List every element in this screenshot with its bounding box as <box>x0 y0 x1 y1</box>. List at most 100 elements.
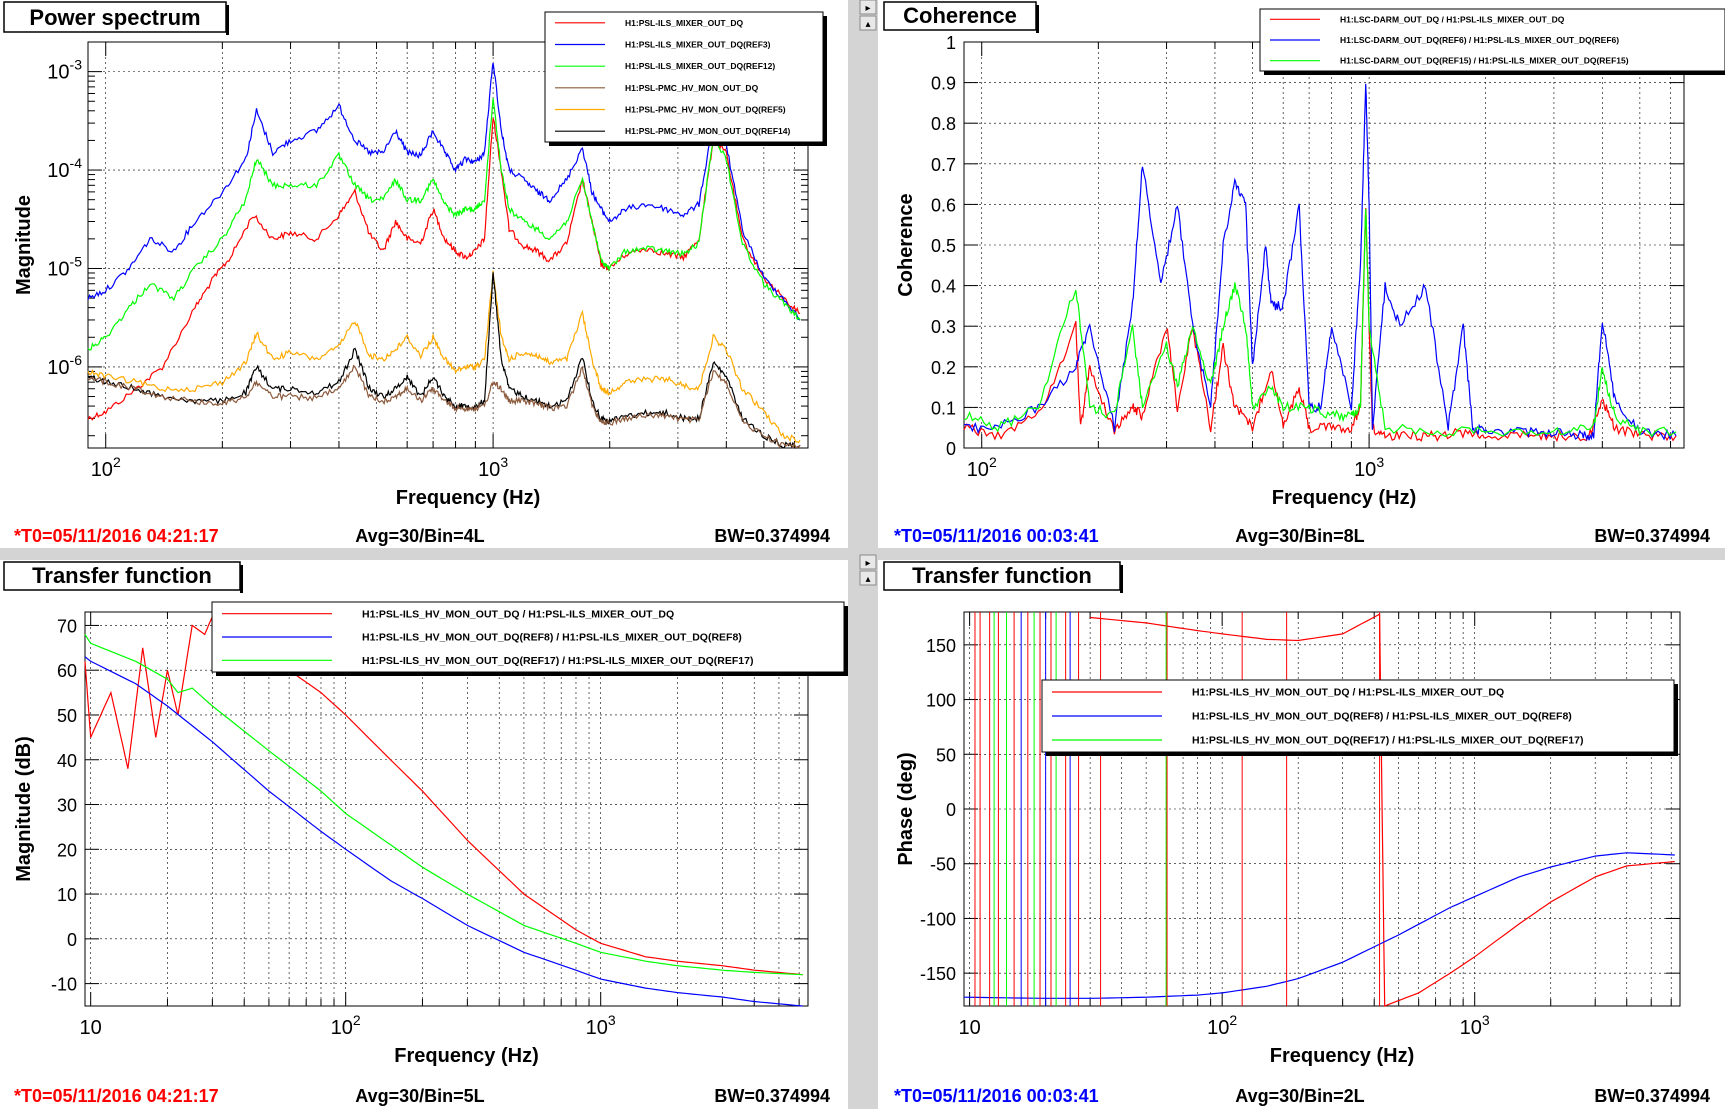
series-line <box>87 98 801 351</box>
panel-title: Transfer function <box>32 563 212 588</box>
tick-label: 10 <box>57 885 77 905</box>
tick-label: 1 <box>946 33 956 53</box>
tick-label: 0 <box>946 439 956 459</box>
legend <box>544 11 824 143</box>
scroll-arrow-button[interactable]: ▸ <box>859 0 877 15</box>
tick-label: -10 <box>51 975 77 995</box>
tick-label: 0 <box>946 800 956 820</box>
legend-label: H1:PSL-ILS_HV_MON_OUT_DQ / H1:PSL-ILS_MI… <box>1192 687 1504 699</box>
tick-label: 0.7 <box>931 155 956 175</box>
chart-panel-power-spectrum: Power spectrum 102 103 10-6 10-5 10-4 10-3 Freq… <box>3 1 830 546</box>
tick-label: 50 <box>936 745 956 765</box>
scroll-arrow-button[interactable]: ▴ <box>859 570 877 586</box>
series-line <box>87 270 801 444</box>
chart-panel-tf-phase: Transfer function 10 102 103 -150 -100 -50 0 50 1… <box>883 561 1710 1106</box>
svg-text:▴: ▴ <box>865 574 870 585</box>
panel-title-box <box>883 561 1121 591</box>
panel-title-box <box>3 561 241 591</box>
legend-label: H1:PSL-ILS_MIXER_OUT_DQ <box>625 18 743 28</box>
legend-label: H1:PSL-ILS_HV_MON_OUT_DQ / H1:PSL-ILS_MI… <box>362 608 674 620</box>
tick-label: 10-3 <box>47 57 82 84</box>
tick-label: 50 <box>57 706 77 726</box>
tick-label: 10-6 <box>47 352 82 379</box>
tick-label: 0.8 <box>931 114 956 134</box>
scroll-arrow-button[interactable]: ▸ <box>859 554 877 570</box>
series-line <box>84 656 803 1007</box>
tick-label: 0.5 <box>931 236 956 256</box>
panel-title-box <box>883 1 1037 31</box>
tick-label: 10 <box>80 1017 102 1039</box>
tick-label: 40 <box>57 751 77 771</box>
footer-bw: BW=0.374994 <box>714 526 830 546</box>
tick-label: 70 <box>57 616 77 636</box>
chart-panel-coherence: Coherence 102 103 0 0.1 0.2 0.3 0.4 0.5 0.6 0.7 0.8… <box>883 1 1725 546</box>
tick-label: 103 <box>478 454 508 481</box>
series-line <box>87 364 801 449</box>
series-line <box>1090 613 1675 1007</box>
tick-label: 0.2 <box>931 358 956 378</box>
tick-label: 0.6 <box>931 195 956 215</box>
legend-label: H1:PSL-ILS_MIXER_OUT_DQ(REF3) <box>625 39 771 49</box>
footer-avg: Avg=30/Bin=4L <box>355 526 484 546</box>
tick-label: 60 <box>57 661 77 681</box>
x-axis-label: Frequency (Hz) <box>396 487 540 509</box>
legend-label: H1:PSL-ILS_HV_MON_OUT_DQ(REF17) / H1:PSL… <box>362 655 753 667</box>
panel-title-shadow <box>1120 565 1123 593</box>
tick-label: -50 <box>930 855 956 875</box>
footer-t0: *T0=05/11/2016 04:21:17 <box>14 526 219 546</box>
svg-text:▸: ▸ <box>865 3 870 14</box>
panel-title: Power spectrum <box>29 5 200 30</box>
panel-title-shadow <box>1036 5 1039 33</box>
tick-label: 103 <box>1354 454 1384 481</box>
scroll-arrow-button[interactable]: ▴ <box>859 15 877 31</box>
tick-label: 103 <box>1460 1012 1490 1039</box>
panel-title-shadow <box>240 565 243 593</box>
chart-panel-tf-magnitude: Transfer function 10 102 103 -10 0 10 20 30 40 50 6… <box>3 561 848 1106</box>
tick-label: 30 <box>57 796 77 816</box>
x-axis-label: Frequency (Hz) <box>1272 487 1416 509</box>
panel-title-shadow <box>226 5 229 35</box>
tick-label: 102 <box>967 454 997 481</box>
footer-t0: *T0=05/11/2016 04:21:17 <box>14 1086 219 1106</box>
legend-label: H1:PSL-ILS_HV_MON_OUT_DQ(REF8) / H1:PSL-… <box>1192 711 1572 723</box>
legend-label: H1:PSL-PMC_HV_MON_OUT_DQ(REF5) <box>625 104 786 114</box>
tick-label: 10-5 <box>47 253 82 280</box>
panel-title: Coherence <box>903 3 1017 28</box>
tick-label: 10 <box>959 1017 981 1039</box>
legend-label: H1:LSC-DARM_OUT_DQ / H1:PSL-ILS_MIXER_OU… <box>1340 14 1565 24</box>
series-line <box>963 83 1677 442</box>
y-axis-label: Magnitude (dB) <box>13 736 35 882</box>
legend <box>1259 8 1725 72</box>
y-axis-label: Phase (deg) <box>895 752 917 865</box>
footer-bw: BW=0.374994 <box>1594 526 1710 546</box>
tick-label: 102 <box>1207 1012 1237 1039</box>
footer-bw: BW=0.374994 <box>1594 1086 1710 1106</box>
legend-label: H1:PSL-PMC_HV_MON_OUT_DQ <box>625 83 759 93</box>
footer-t0: *T0=05/11/2016 00:03:41 <box>894 1086 1099 1106</box>
tick-label: 0.1 <box>931 398 956 418</box>
tick-label: 102 <box>331 1012 361 1039</box>
panel-title: Transfer function <box>912 563 1092 588</box>
footer-avg: Avg=30/Bin=8L <box>1235 526 1364 546</box>
series-line <box>963 208 1677 438</box>
tick-label: 0.9 <box>931 74 956 94</box>
svg-text:▸: ▸ <box>865 558 870 569</box>
tick-label: 0 <box>67 930 77 950</box>
plot-frame <box>84 611 809 1007</box>
x-axis-label: Frequency (Hz) <box>394 1045 538 1067</box>
footer-bw: BW=0.374994 <box>714 1086 830 1106</box>
footer-t0: *T0=05/11/2016 00:03:41 <box>894 526 1099 546</box>
footer-avg: Avg=30/Bin=2L <box>1235 1086 1364 1106</box>
tick-label: 10-4 <box>47 155 82 182</box>
tick-label: 102 <box>91 454 121 481</box>
tick-label: 0.4 <box>931 277 956 297</box>
series-line <box>87 62 801 321</box>
legend-label: H1:LSC-DARM_OUT_DQ(REF6) / H1:PSL-ILS_MI… <box>1340 35 1619 45</box>
legend-label: H1:PSL-ILS_HV_MON_OUT_DQ(REF8) / H1:PSL-… <box>362 632 742 644</box>
x-axis-label: Frequency (Hz) <box>1270 1045 1414 1067</box>
legend-label: H1:PSL-ILS_HV_MON_OUT_DQ(REF17) / H1:PSL… <box>1192 735 1583 747</box>
legend-label: H1:LSC-DARM_OUT_DQ(REF15) / H1:PSL-ILS_M… <box>1340 56 1629 66</box>
tick-label: 103 <box>586 1012 616 1039</box>
plot-frame <box>963 611 1681 1007</box>
